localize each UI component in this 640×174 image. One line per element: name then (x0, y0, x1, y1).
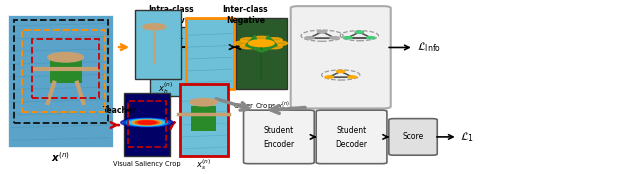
Circle shape (355, 31, 364, 33)
Circle shape (348, 76, 356, 78)
Circle shape (143, 24, 166, 30)
Circle shape (337, 70, 345, 73)
Circle shape (236, 41, 252, 45)
Bar (135, 10, 181, 79)
Bar (128, 101, 166, 147)
Circle shape (330, 37, 339, 39)
Circle shape (253, 36, 269, 41)
Text: Inter-class: Inter-class (223, 5, 268, 14)
Text: $\mathcal{L}_1$: $\mathcal{L}_1$ (460, 130, 474, 144)
Circle shape (241, 38, 257, 42)
Ellipse shape (124, 118, 170, 127)
Text: Visual Saliency Crop: Visual Saliency Crop (113, 161, 181, 167)
Circle shape (266, 38, 282, 42)
Bar (191, 106, 216, 131)
Polygon shape (246, 35, 261, 52)
Ellipse shape (121, 118, 173, 127)
Ellipse shape (135, 120, 159, 125)
Text: Score: Score (403, 132, 424, 141)
Polygon shape (261, 35, 277, 52)
FancyBboxPatch shape (389, 119, 437, 155)
Bar (32, 39, 99, 98)
Text: $x_h^{(n)}$: $x_h^{(n)}$ (202, 90, 218, 106)
Bar (50, 59, 81, 83)
Circle shape (305, 37, 314, 39)
Circle shape (189, 98, 218, 106)
Ellipse shape (132, 120, 162, 125)
Text: Negative: Negative (226, 16, 265, 25)
Circle shape (344, 37, 352, 39)
Text: ···: ··· (178, 34, 189, 44)
Ellipse shape (138, 121, 156, 124)
Circle shape (317, 30, 326, 33)
Circle shape (253, 46, 269, 50)
Bar (186, 18, 234, 89)
Circle shape (241, 44, 257, 49)
Text: Other Crops $x_h^{(n)}$: Other Crops $x_h^{(n)}$ (233, 100, 290, 114)
Circle shape (367, 37, 375, 39)
FancyBboxPatch shape (244, 110, 314, 164)
Text: $x_s^{(n)}$: $x_s^{(n)}$ (196, 157, 211, 172)
Ellipse shape (127, 119, 168, 126)
Text: $x_h^{(n)}$: $x_h^{(n)}$ (158, 80, 173, 96)
Text: Intra-class: Intra-class (148, 5, 194, 14)
Text: Decoder: Decoder (335, 140, 367, 149)
Text: Teacher: Teacher (103, 106, 137, 115)
Bar (238, 49, 285, 84)
Text: Student: Student (337, 126, 367, 135)
Bar (180, 84, 228, 156)
Bar (14, 20, 108, 123)
Circle shape (266, 44, 282, 49)
Bar (8, 15, 113, 147)
Text: Negative: Negative (152, 16, 190, 25)
Text: Positive: Positive (193, 91, 227, 100)
Text: Student: Student (264, 126, 294, 135)
Bar (236, 18, 287, 89)
Bar (150, 27, 196, 96)
Text: Encoder: Encoder (263, 140, 294, 149)
FancyBboxPatch shape (291, 6, 391, 108)
Text: $\mathcal{L}_\mathrm{Info}$: $\mathcal{L}_\mathrm{Info}$ (417, 41, 441, 54)
Circle shape (271, 41, 287, 45)
Bar (22, 30, 104, 112)
Circle shape (325, 76, 333, 78)
Bar (124, 93, 170, 156)
Ellipse shape (129, 119, 164, 126)
Text: $\boldsymbol{x}^{(n)}$: $\boldsymbol{x}^{(n)}$ (51, 151, 70, 164)
Circle shape (248, 40, 274, 47)
Text: 👤: 👤 (171, 64, 175, 69)
FancyBboxPatch shape (316, 110, 387, 164)
Circle shape (48, 53, 83, 62)
